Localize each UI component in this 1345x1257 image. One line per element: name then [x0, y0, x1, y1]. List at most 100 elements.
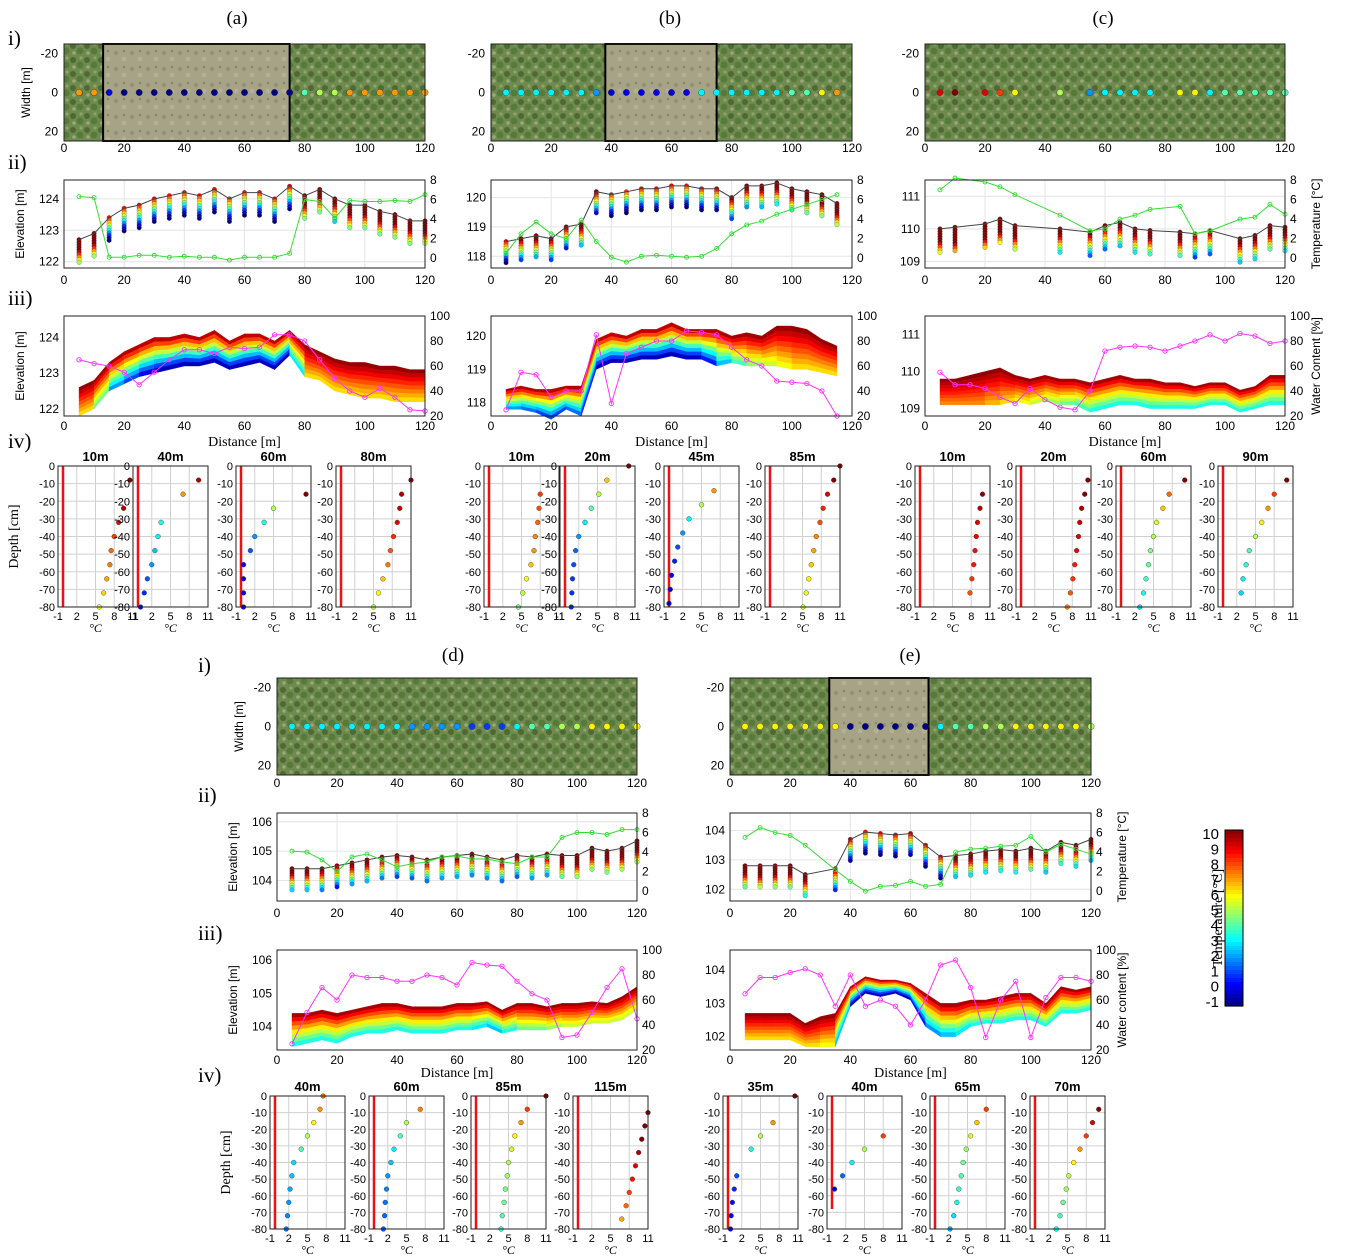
section-x-tick: 20 [117, 419, 131, 433]
map-x-tick: 100 [567, 776, 587, 790]
depth-tick: -50 [1011, 1174, 1027, 1186]
profile-point [1252, 533, 1259, 540]
profile-point [1079, 505, 1085, 511]
map-x-tick: 40 [390, 776, 404, 790]
profile-point [1265, 505, 1271, 511]
profile-title: 70m [1054, 1079, 1080, 1094]
profile-point [974, 1119, 980, 1126]
section-cell [516, 1016, 533, 1021]
colorbar-strip [1225, 922, 1243, 927]
sensor-point [1207, 251, 1213, 257]
sensor-point [409, 875, 415, 881]
profile-title: 35m [747, 1079, 773, 1094]
section-cell [409, 393, 426, 398]
profile-x-tick: 8 [422, 1233, 428, 1245]
depth-tick: 0 [360, 1091, 366, 1103]
profile-point [672, 558, 678, 564]
depth-tick: -80 [39, 602, 55, 614]
sensor-point [544, 872, 550, 878]
profile-x-tick: 8 [186, 611, 192, 623]
profile-point [666, 600, 672, 607]
profile-point [1082, 491, 1088, 497]
depth-tick: -60 [997, 567, 1013, 579]
transect-point [573, 723, 581, 730]
section-cell [409, 397, 426, 402]
section-cell [774, 1016, 791, 1021]
depth-tick: -20 [541, 496, 557, 508]
elevation-x-tick: 0 [61, 273, 68, 287]
distance-axis-label: Distance [m] [421, 1066, 494, 1081]
profile-point [380, 576, 386, 582]
profile-point [518, 1119, 524, 1126]
profile-unit-label: °C [604, 1243, 618, 1257]
sensor-point [106, 237, 112, 243]
water-content-tick: 100 [430, 309, 450, 323]
map-x-tick: 120 [627, 776, 647, 790]
colorbar-strip [1225, 890, 1243, 895]
map-x-tick: 80 [964, 776, 978, 790]
depth-tick: 0 [756, 461, 762, 473]
profile-x-tick: 2 [149, 611, 155, 623]
profile-point [675, 544, 681, 550]
profile-x-tick: -1 [718, 1233, 728, 1245]
section-cell [686, 355, 702, 360]
water-content-axis-label: Water content [%] [1115, 953, 1129, 1048]
profile-point [1147, 547, 1153, 554]
profile-unit-label: °C [591, 621, 605, 635]
section-x-tick: 60 [450, 1053, 464, 1067]
section-elevation-axis-label: Elevation [m] [13, 331, 27, 400]
sensor-point [349, 881, 355, 887]
transect-point [562, 89, 570, 96]
transect-point [348, 723, 356, 730]
section-cell [744, 1016, 761, 1021]
colorbar-strip [1225, 918, 1243, 923]
colorbar-strip [1225, 946, 1243, 951]
sensor-point [908, 852, 913, 858]
transect-point [816, 723, 824, 730]
profile-point [524, 1106, 530, 1112]
depth-tick: -50 [452, 1174, 468, 1186]
depth-tick: -10 [465, 479, 481, 491]
elevation-x-tick: 80 [964, 906, 978, 920]
depth-tick: -10 [1011, 1108, 1027, 1120]
transect-point [713, 89, 721, 96]
profile-unit-label: °C [502, 1243, 516, 1257]
profile-point [596, 491, 602, 497]
profile-point [1085, 477, 1091, 483]
temperature-point [362, 199, 368, 204]
depth-tick: -20 [1097, 496, 1113, 508]
profile-point [639, 1136, 645, 1142]
transect-point [997, 723, 1005, 730]
depth-tick: -20 [317, 496, 333, 508]
profile-point [505, 1159, 512, 1166]
map-x-tick: 80 [725, 141, 739, 155]
transect-point [331, 89, 339, 96]
section-cell [744, 1026, 761, 1031]
transect-point [288, 723, 296, 730]
colorbar-strip [1225, 994, 1243, 999]
transect-point [1116, 89, 1124, 96]
water-content-point [91, 360, 97, 367]
temperature-tick: 4 [642, 845, 649, 859]
profile-point [141, 590, 147, 596]
water-content-point [302, 338, 308, 344]
depth-tick: -60 [317, 567, 333, 579]
temperature-tick: 8 [642, 806, 649, 820]
depth-tick: -60 [746, 567, 762, 579]
transect-point [1266, 89, 1274, 96]
transect-point [1236, 89, 1244, 96]
transect-point [226, 89, 233, 96]
depth-tick: -30 [645, 514, 661, 526]
temperature-point [302, 197, 308, 203]
map-x-tick: 120 [415, 141, 435, 155]
section-cell [456, 1019, 473, 1024]
elevation-x-tick: 60 [238, 273, 252, 287]
section-cell [969, 400, 986, 406]
temperature-point [317, 199, 323, 204]
depth-tick: -50 [114, 549, 130, 561]
colorbar-strip [1225, 894, 1243, 899]
